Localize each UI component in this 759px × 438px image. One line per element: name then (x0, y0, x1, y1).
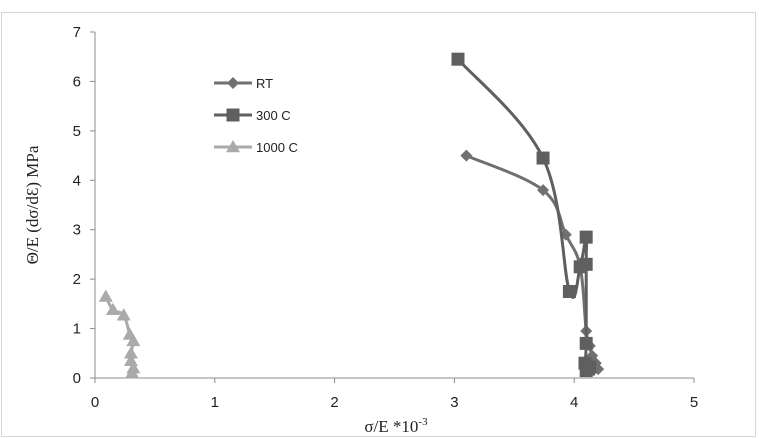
y-tick-label: 6 (73, 73, 81, 90)
series-line (456, 58, 592, 373)
y-axis-title: Θ/E (dσ/dƐ) MPa (23, 145, 42, 264)
x-tick-label: 4 (570, 394, 578, 411)
series-layer (98, 52, 605, 379)
legend-marker (226, 108, 240, 122)
x-tick-label: 5 (690, 394, 698, 411)
y-tick-label: 4 (73, 172, 81, 189)
data-point (116, 308, 131, 321)
x-axis-title: σ/E *10-3 (364, 416, 428, 436)
data-point (123, 353, 138, 366)
data-point (579, 230, 593, 244)
data-point (579, 257, 593, 271)
data-point (579, 336, 593, 350)
chart-border (1, 12, 756, 437)
data-point (126, 333, 141, 347)
data-point (125, 366, 140, 379)
y-tick-label: 5 (73, 123, 81, 140)
legend-marker (227, 77, 239, 89)
data-point (105, 302, 120, 316)
y-tick-label: 1 (73, 321, 81, 338)
legend-item: 300 C (214, 108, 291, 123)
legend-marker (226, 140, 240, 153)
legend-label: RT (256, 76, 273, 91)
series-3 (98, 289, 141, 379)
legend-item: RT (214, 76, 273, 91)
legend-label: 1000 C (256, 140, 298, 155)
series-2 (451, 52, 597, 378)
y-tick-label: 2 (73, 271, 81, 288)
data-point (460, 149, 473, 162)
legend-item: 1000 C (214, 140, 298, 155)
legend-label: 300 C (256, 108, 291, 123)
x-tick-label: 1 (211, 394, 219, 411)
data-point (123, 346, 138, 359)
data-point (98, 289, 113, 302)
x-tick-label: 0 (91, 394, 99, 411)
y-tick-label: 3 (73, 222, 81, 239)
legend: RT 300 C 1000 C (214, 76, 298, 155)
data-point (583, 360, 597, 374)
data-point (562, 285, 576, 298)
x-tick-label: 3 (450, 394, 458, 411)
y-tick-label: 0 (73, 370, 81, 387)
data-point (451, 52, 465, 66)
data-point (536, 151, 550, 165)
data-point (537, 184, 550, 197)
y-tick-label: 7 (73, 24, 81, 41)
axes: 0 1 2 3 4 5 0 1 2 3 4 5 6 7 (73, 24, 699, 411)
x-tick-label: 2 (330, 394, 338, 411)
